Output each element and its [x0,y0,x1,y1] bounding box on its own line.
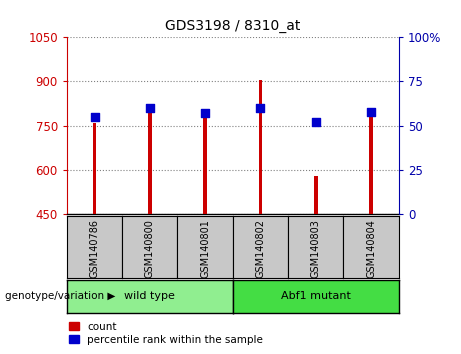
Point [257,105,264,111]
Bar [93,123,96,214]
Point [367,109,375,114]
Title: GDS3198 / 8310_at: GDS3198 / 8310_at [165,19,301,33]
Text: GSM140803: GSM140803 [311,219,321,278]
Bar [369,111,373,214]
Text: GSM140786: GSM140786 [89,219,100,278]
Legend: count, percentile rank within the sample: count, percentile rank within the sample [65,317,267,349]
Bar [203,114,207,214]
Point [312,119,319,125]
Point [201,110,209,116]
Bar [148,111,152,214]
Point [91,114,98,120]
Bar [314,176,318,214]
Text: GSM140801: GSM140801 [200,219,210,278]
Point [146,105,154,111]
Text: wild type: wild type [124,291,175,302]
Text: Abf1 mutant: Abf1 mutant [281,291,351,302]
Text: genotype/variation ▶: genotype/variation ▶ [5,291,115,302]
Text: GSM140800: GSM140800 [145,219,155,278]
Text: GSM140804: GSM140804 [366,219,376,278]
Bar [259,80,262,214]
Text: GSM140802: GSM140802 [255,219,266,278]
